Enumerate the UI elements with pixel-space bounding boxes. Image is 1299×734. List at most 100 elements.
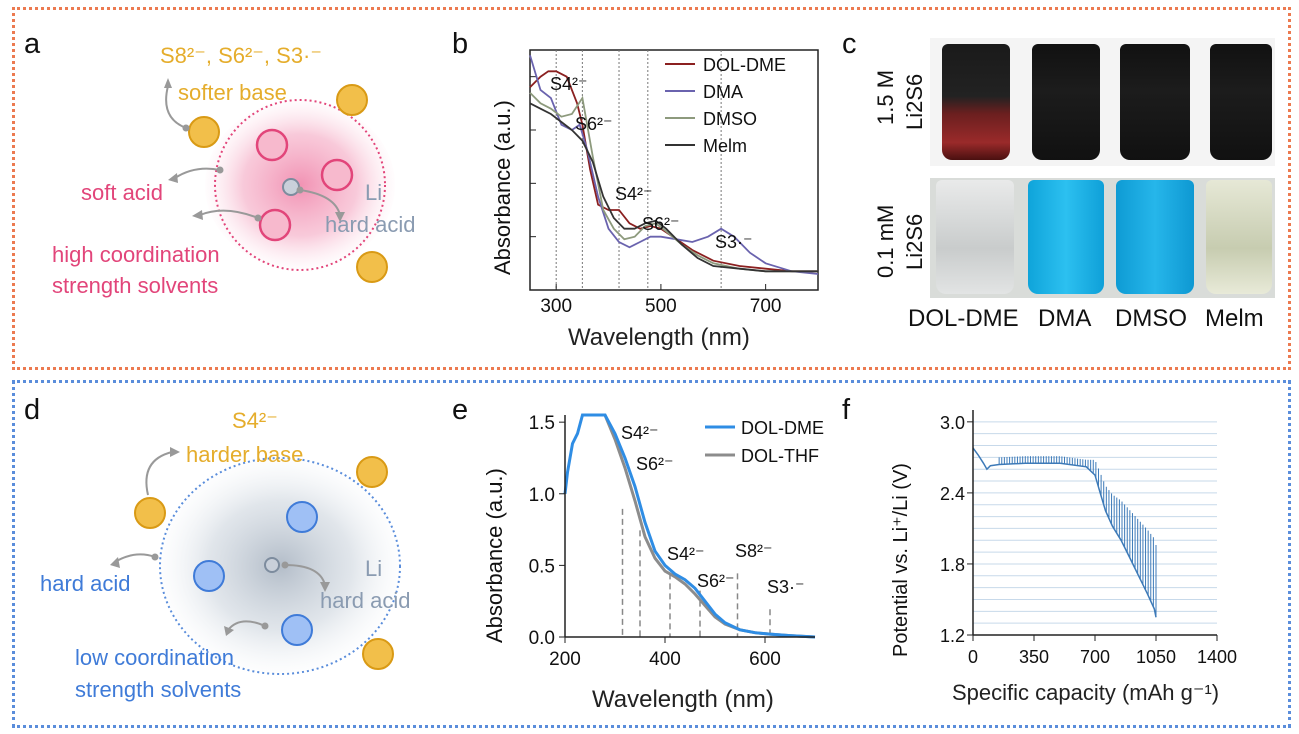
panel-c-row2-label-a: 0.1 mM [873, 204, 898, 278]
chart-e-ytick-label: 1.5 [529, 413, 555, 434]
chart-e-xtick-label: 200 [549, 649, 581, 670]
solvation-sphere-glow [160, 458, 400, 674]
panel-c-row2-label-b: Li2S6 [902, 213, 927, 270]
panel-a-species: S8²⁻, S6²⁻, S3·⁻ [160, 43, 322, 68]
panel-label-a: a [24, 28, 41, 60]
chart-f-ytick-label: 1.2 [940, 626, 965, 646]
chart-b-xtick-label: 300 [540, 296, 572, 317]
vial-label-dol-dme: DOL-DME [908, 305, 1019, 332]
chart-b-series-line [529, 92, 818, 273]
chart-f-ytick-label: 2.4 [940, 484, 965, 504]
solvation-sphere-glow [205, 100, 395, 270]
chart-e-xtick-label: 400 [649, 649, 681, 670]
chart-b-frame [529, 49, 819, 291]
panel-c-row1-label-b: Li2S6 [902, 73, 927, 130]
chart-f-xtick-label: 0 [968, 647, 978, 667]
chart-b-series-line [529, 70, 818, 273]
chart-e-annotation: S4²⁻ [621, 423, 659, 443]
polysulfide-ball [356, 251, 388, 283]
vial-row-concentrated [930, 38, 1275, 166]
vial-dol-dme-dilute [936, 180, 1014, 294]
panel-a-high-coord-1: high coordination [52, 242, 220, 267]
chart-f-xtick-label: 700 [1080, 647, 1110, 667]
chart-b-annotation: S6²⁻ [575, 114, 613, 134]
chart-b: 300 500 700 DOL-DME DMA DMSO Melm S4²⁻ S6²⁻ S4²⁻ S… [529, 49, 819, 317]
panel-label-f: f [842, 394, 851, 426]
vial-dol-dme-concentrated [942, 44, 1010, 160]
vial-dmso-dilute [1116, 180, 1194, 294]
panel-a-schematic [164, 78, 395, 283]
vial-dmso-concentrated [1120, 44, 1190, 160]
panel-label-c: c [842, 28, 857, 60]
polysulfide-ball [356, 456, 388, 488]
chart-b-annotation: S6²⁻ [642, 214, 680, 234]
chart-f-xtick-label: 1400 [1197, 647, 1237, 667]
chart-e-annotation: S6²⁻ [636, 454, 674, 474]
vial-label-melm: Melm [1205, 305, 1264, 332]
chart-b-legend-label: DOL-DME [703, 55, 786, 75]
chart-e-ytick-label: 1.0 [529, 485, 555, 506]
chart-b-legend-label: Melm [703, 136, 747, 156]
panel-a-hard-acid: hard acid [325, 212, 416, 237]
vial-dma-dilute [1028, 180, 1104, 294]
li-ion [282, 178, 300, 196]
chart-e-annotation: S3·⁻ [767, 577, 805, 597]
chart-e-ytick-label: 0.0 [529, 628, 555, 649]
polysulfide-ball [188, 116, 220, 148]
chart-e: 0.0 0.5 1.0 1.5 200 400 600 DOL-DME DOL-THF S4²⁻ S… [529, 413, 824, 670]
solvent-circle [193, 560, 225, 592]
chart-b-annotation: S4²⁻ [615, 184, 653, 204]
chart-e-legend-label: DOL-THF [741, 446, 819, 466]
chart-b-legend-label: DMA [703, 82, 743, 102]
chart-f-series-line [972, 447, 1157, 618]
panel-a-li: Li [365, 180, 383, 205]
chart-f-xtick-label: 350 [1019, 647, 1049, 667]
li-ion [264, 557, 280, 573]
chart-e-annotation: S4²⁻ [667, 544, 705, 564]
chart-b-xtick-label: 500 [645, 296, 677, 317]
panel-d-li: Li [365, 556, 383, 581]
panel-label-e: e [452, 394, 469, 426]
chart-b-legend-label: DMSO [703, 109, 757, 129]
chart-e-xtick-label: 600 [749, 649, 781, 670]
polysulfide-ball [134, 497, 166, 529]
panel-d-hard-acid: hard acid [320, 588, 411, 613]
polysulfide-ball [336, 84, 368, 116]
chart-f-ytick-label: 1.8 [940, 555, 965, 575]
chart-b-series-line [529, 102, 818, 273]
chart-b-annotation: S3·⁻ [715, 232, 753, 252]
panel-a-soft-acid: soft acid [81, 180, 163, 205]
panel-d-low-coord-2: strength solvents [75, 677, 242, 702]
vial-melm-concentrated [1210, 44, 1272, 160]
polysulfide-ball [362, 638, 394, 670]
panel-d-harder-base: harder base [186, 442, 304, 467]
panel-a-high-coord-2: strength solvents [52, 273, 219, 298]
chart-f-ylabel: Potential vs. Li⁺/Li (V) [890, 463, 912, 657]
panel-c-row1-label-a: 1.5 M [873, 69, 898, 125]
chart-e-annotation: S6²⁻ [697, 571, 735, 591]
vial-row-dilute [930, 178, 1275, 298]
vial-dma-concentrated [1032, 44, 1100, 160]
solvent-circle [258, 208, 292, 242]
solvent-circle [281, 614, 313, 646]
chart-e-ytick-label: 0.5 [529, 556, 555, 577]
vial-label-dmso: DMSO [1115, 305, 1187, 332]
chart-f-ytick-label: 3.0 [940, 413, 965, 433]
chart-f: 1.2 1.8 2.4 3.0 0 350 700 1050 1400 [940, 410, 1237, 667]
panel-label-d: d [24, 394, 41, 426]
chart-b-annotation: S4²⁻ [550, 74, 588, 94]
bottom-panel-frame [12, 380, 1291, 728]
panel-d-species: S4²⁻ [232, 408, 278, 433]
panel-label-b: b [452, 28, 469, 60]
vial-melm-dilute [1206, 180, 1272, 294]
chart-b-xlabel: Wavelength (nm) [568, 324, 750, 351]
panel-d-hard-acid-left: hard acid [40, 571, 131, 596]
panel-d-schematic [110, 447, 401, 675]
chart-e-series-line [563, 413, 816, 639]
chart-b-xtick-label: 700 [750, 296, 782, 317]
chart-e-annotation: S8²⁻ [735, 541, 773, 561]
solvent-circle [320, 158, 354, 192]
solvent-circle [286, 501, 318, 533]
panel-a-softer-base: softer base [178, 80, 287, 105]
chart-f-xlabel: Specific capacity (mAh g⁻¹) [952, 680, 1220, 705]
